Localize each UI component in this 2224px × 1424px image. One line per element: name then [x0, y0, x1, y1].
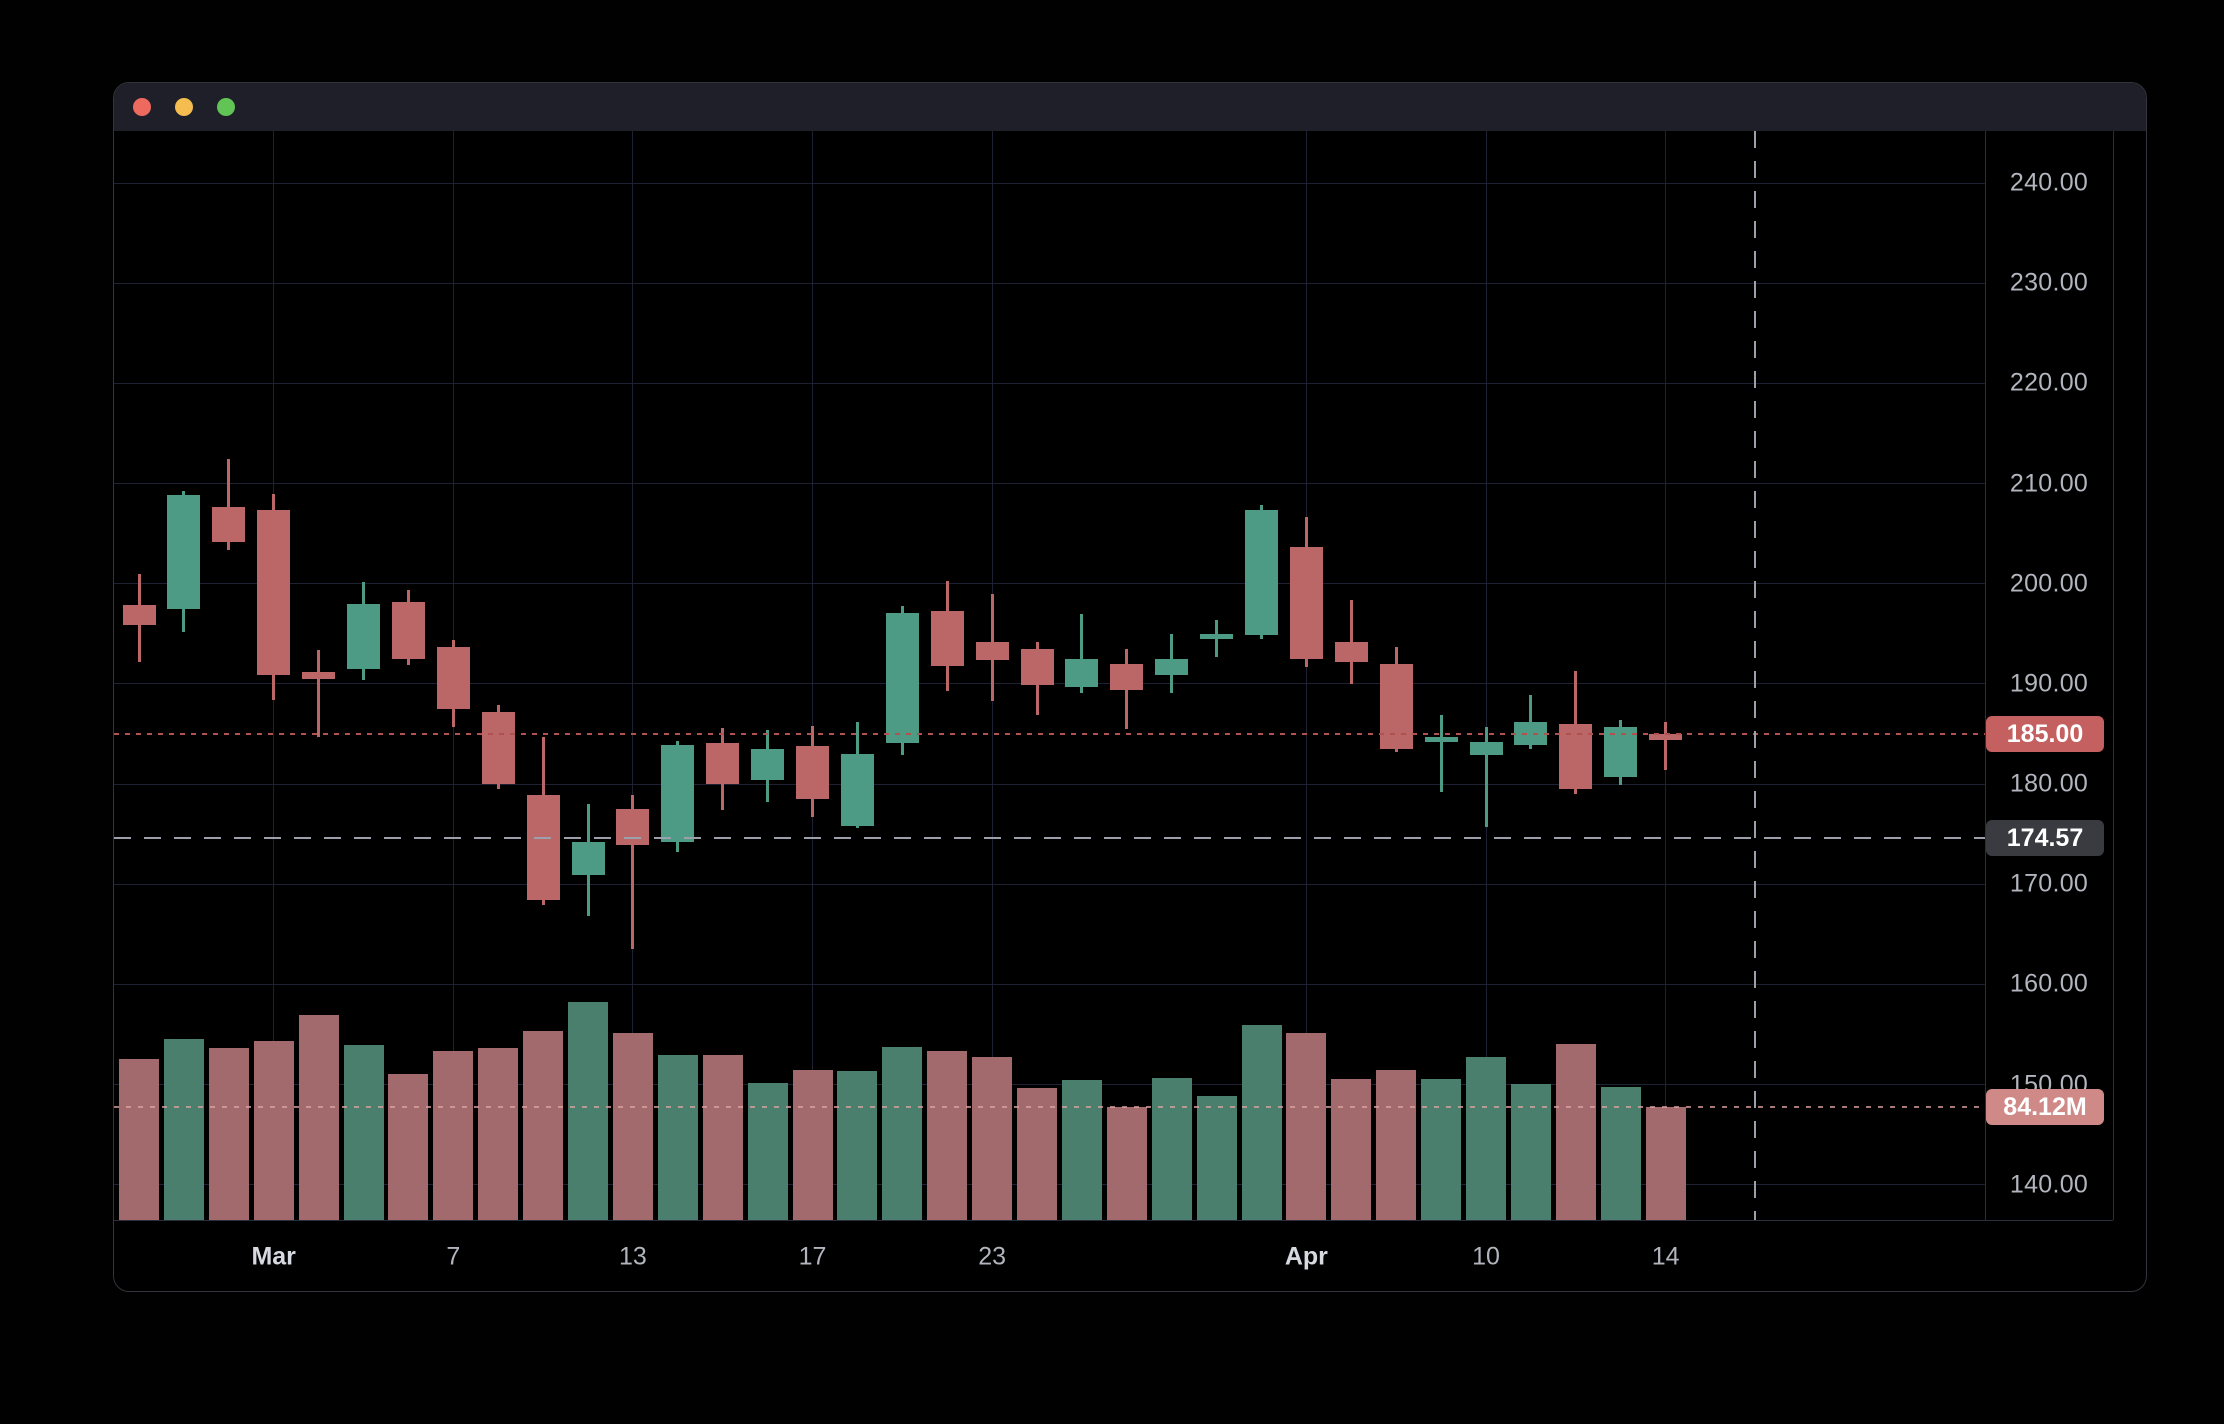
price-axis[interactable]: [1985, 131, 2113, 1220]
plot-area[interactable]: [114, 131, 1985, 1220]
minimize-button-icon[interactable]: [175, 98, 193, 116]
last-price-badge: 185.00: [1986, 716, 2104, 752]
title-bar[interactable]: [114, 83, 2146, 131]
crosshair-price-badge: 174.57: [1986, 820, 2104, 856]
time-axis[interactable]: [114, 1220, 2113, 1291]
chart-window: 240.00 230.00 220.00 210.00 200.00 190.00 180.…: [113, 82, 2147, 1292]
volume-badge: 84.12M: [1986, 1089, 2104, 1125]
price-axis-right-border: [2113, 131, 2114, 1220]
zoom-button-icon[interactable]: [217, 98, 235, 116]
close-button-icon[interactable]: [133, 98, 151, 116]
